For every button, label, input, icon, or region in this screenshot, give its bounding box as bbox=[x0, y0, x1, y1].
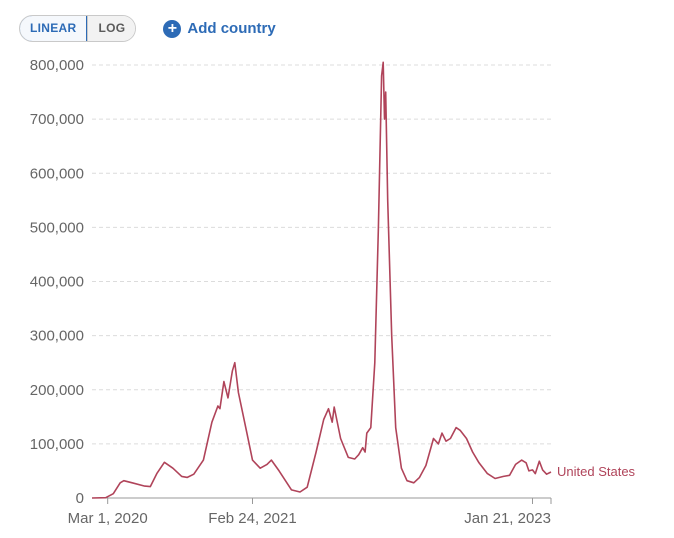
y-tick-label: 200,000 bbox=[30, 382, 84, 399]
y-tick-label: 700,000 bbox=[30, 111, 84, 128]
y-tick-label: 0 bbox=[76, 490, 84, 507]
y-tick-label: 400,000 bbox=[30, 274, 84, 291]
add-country-label: Add country bbox=[187, 20, 276, 37]
x-tick-label: Feb 24, 2021 bbox=[208, 510, 296, 527]
linear-scale-button[interactable]: LINEAR bbox=[20, 16, 88, 41]
y-tick-label: 600,000 bbox=[30, 165, 84, 182]
series-line-united-states bbox=[91, 61, 552, 499]
y-tick-label: 500,000 bbox=[30, 219, 84, 236]
log-scale-button[interactable]: LOG bbox=[87, 16, 136, 41]
grid-lines bbox=[92, 64, 551, 445]
scale-toggle: LINEAR LOG bbox=[19, 15, 137, 42]
y-axis: 0 100,000 200,000 300,000 400,000 500,000 600,… bbox=[30, 57, 84, 507]
x-tick-label: Mar 1, 2020 bbox=[68, 510, 148, 527]
series-label-united-states: United States bbox=[557, 464, 636, 479]
x-tick-label: Jan 21, 2023 bbox=[464, 510, 551, 527]
x-axis: Mar 1, 2020 Feb 24, 2021 Jan 21, 2023 bbox=[68, 497, 552, 527]
y-tick-label: 300,000 bbox=[30, 328, 84, 345]
y-tick-label: 800,000 bbox=[30, 57, 84, 74]
add-country-button[interactable]: + Add country bbox=[163, 19, 276, 38]
y-tick-label: 100,000 bbox=[30, 436, 84, 453]
plus-circle-icon: + bbox=[163, 19, 182, 38]
chart-controls: LINEAR LOG + Add country bbox=[19, 15, 276, 42]
series-layer: United States bbox=[91, 61, 636, 499]
